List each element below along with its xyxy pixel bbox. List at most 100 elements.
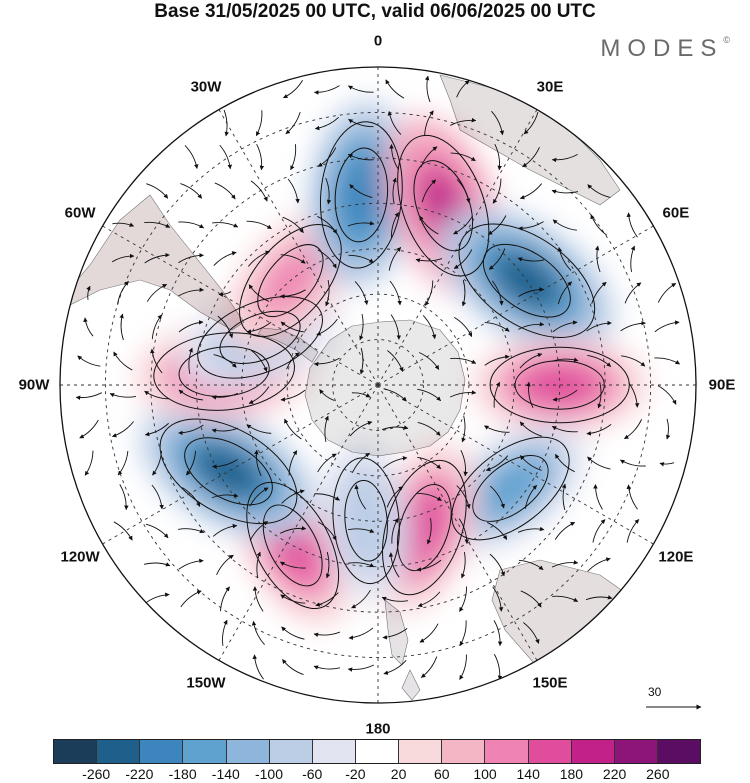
anomaly-contour [458, 223, 596, 338]
longitude-label: 120E [658, 548, 694, 566]
wind-arrow [218, 291, 232, 297]
wind-arrow [424, 110, 434, 136]
wind-arrow [456, 485, 471, 509]
colorbar-cell [355, 740, 400, 763]
anomaly-contour [381, 459, 467, 596]
wind-arrow [518, 321, 545, 330]
longitude-label: 30E [536, 78, 564, 96]
wind-arrow [419, 215, 439, 235]
anomaly-contour [197, 296, 323, 379]
wind-arrow [144, 221, 171, 228]
wind-arrow [348, 627, 374, 640]
wind-arrow [211, 392, 239, 400]
wind-arrow [84, 450, 94, 476]
wind-arrow [523, 622, 540, 644]
wind-arrow [217, 315, 234, 339]
wind-arrow [144, 252, 170, 264]
wind-arrow [348, 118, 374, 128]
wind-arrow [626, 212, 638, 238]
wind-arrow [492, 178, 502, 204]
wind-arrow [453, 249, 473, 269]
colorbar-tick-label: -20 [345, 766, 366, 782]
wind-arrow [249, 487, 269, 507]
wind-arrow [417, 388, 442, 402]
wind-arrow [552, 219, 577, 231]
wind-arrow [485, 455, 509, 472]
brand-logo: MODES© [600, 35, 730, 63]
wind-arrow [354, 281, 369, 306]
wind-arrow [449, 390, 477, 398]
wind-arrow [657, 283, 677, 303]
wind-arrow [654, 357, 681, 365]
wind-arrow [389, 144, 399, 170]
wind-arrow [290, 144, 297, 171]
wind-arrow [388, 552, 400, 578]
wind-arrow [592, 519, 606, 543]
anomaly-contours [153, 121, 630, 609]
wind-arrow [421, 179, 437, 203]
wind-arrow [552, 595, 579, 602]
wind-arrow [460, 449, 468, 477]
wind-arrow [552, 389, 578, 402]
anomaly-contour [397, 134, 490, 277]
wind-arrow [390, 314, 402, 340]
wind-arrow [461, 415, 466, 443]
wind-arrow [117, 450, 129, 476]
wind-arrow [526, 381, 534, 409]
wind-arrow [180, 183, 203, 199]
wind-arrow [459, 620, 467, 647]
wind-arrow [519, 421, 542, 437]
wind-arrow [351, 452, 370, 473]
wind-arrow [450, 152, 476, 162]
wind-arrow [587, 456, 611, 470]
latitude-circle [241, 248, 515, 522]
wind-arrow [382, 456, 408, 469]
wind-arrow [416, 559, 442, 572]
wind-arrow [385, 79, 405, 99]
wind-arrow [325, 177, 332, 205]
wind-arrow [349, 420, 373, 437]
wind-arrow [517, 221, 544, 231]
anomaly-contour [334, 147, 389, 243]
wind-arrow [459, 654, 467, 680]
wind-arrow [557, 281, 573, 305]
wind-arrow [624, 282, 642, 304]
colorbar-tick-label: 220 [602, 766, 627, 782]
anomaly-contour [451, 436, 570, 541]
wind-arrow [523, 111, 539, 135]
wind-arrow [113, 521, 133, 541]
wind-arrow [493, 654, 503, 681]
wind-arrow [317, 147, 337, 167]
wind-arrow [491, 110, 505, 136]
longitude-label: 150W [186, 674, 226, 692]
longitude-label: 60W [64, 204, 96, 222]
wind-arrow [415, 258, 443, 263]
wind-arrow [630, 245, 635, 272]
colorbar-cell [269, 740, 313, 763]
colorbar-cell [54, 740, 98, 763]
latitude-circle [104, 111, 652, 659]
colorbar-tick-label: 100 [473, 766, 497, 782]
wind-arrow [389, 280, 402, 306]
anomaly-contour [396, 484, 452, 572]
colorbar-cell [312, 740, 356, 763]
colorbar-cell [485, 740, 529, 763]
wind-arrow [144, 390, 170, 400]
wind-arrow [248, 284, 270, 302]
wind-arrow [551, 357, 579, 362]
wind-arrow [119, 484, 129, 511]
wind-arrow [487, 522, 508, 540]
anomaly-blob [339, 155, 384, 235]
wind-arrow [317, 453, 337, 473]
colorbar-tick-label: 140 [516, 766, 540, 782]
wind-arrow [117, 280, 129, 305]
wind-arrow [493, 620, 503, 647]
wind-arrow [152, 450, 162, 476]
wind-arrow [247, 250, 271, 267]
wind-arrow [317, 521, 337, 541]
wind-arrow [458, 518, 470, 544]
wind-arrow [143, 562, 171, 567]
longitude-label: 60E [662, 204, 690, 222]
anomaly-blob [191, 443, 266, 500]
wind-arrow [383, 659, 407, 675]
